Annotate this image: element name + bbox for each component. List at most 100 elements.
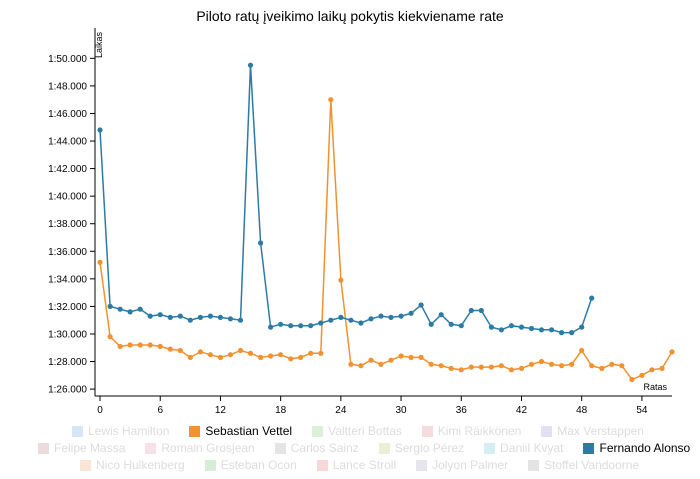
y-tick-label: 1:32.000 — [48, 302, 87, 313]
y-tick-label: 1:42.000 — [48, 164, 87, 175]
data-point-sebastian-vettel — [137, 342, 143, 348]
data-point-fernando-alonso — [589, 295, 595, 301]
data-point-sebastian-vettel — [428, 361, 434, 367]
data-point-sebastian-vettel — [408, 354, 414, 360]
legend-item-carlos-sainz[interactable]: Carlos Sainz — [274, 440, 359, 456]
legend-swatch — [484, 442, 496, 454]
data-point-fernando-alonso — [438, 312, 444, 318]
y-axis-title: Laikas — [94, 31, 104, 58]
data-point-sebastian-vettel — [418, 354, 424, 360]
data-point-sebastian-vettel — [579, 347, 585, 354]
legend-item-fernando-alonso[interactable]: Fernando Alonso — [583, 440, 690, 456]
legend-item-kimi-r-ikk-nen[interactable]: Kimi Räikkönen — [421, 423, 521, 439]
data-point-fernando-alonso — [478, 307, 484, 314]
data-point-fernando-alonso — [187, 317, 193, 323]
data-point-fernando-alonso — [538, 327, 545, 333]
legend-item-romain-grosjean[interactable]: Romain Grosjean — [145, 440, 255, 456]
data-point-sebastian-vettel — [258, 354, 264, 360]
data-point-sebastian-vettel — [127, 342, 133, 348]
x-tick-label: 18 — [275, 405, 287, 416]
data-point-sebastian-vettel — [318, 350, 324, 356]
y-tick-label: 1:26.000 — [48, 385, 87, 396]
legend-swatch — [583, 442, 595, 454]
legend-swatch — [72, 425, 83, 437]
legend-item-valtteri-bottas[interactable]: Valtteri Bottas — [312, 423, 402, 439]
data-point-sebastian-vettel — [388, 357, 394, 363]
legend-item-lance-stroll[interactable]: Lance Stroll — [316, 457, 396, 473]
data-point-sebastian-vettel — [488, 364, 494, 370]
legend-item-esteban-ocon[interactable]: Esteban Ocon — [204, 457, 297, 473]
data-point-sebastian-vettel — [438, 363, 444, 369]
data-point-fernando-alonso — [458, 323, 464, 329]
legend-item-sebastian-vettel[interactable]: Sebastian Vettel — [189, 423, 292, 439]
y-tick-label: 1:36.000 — [48, 247, 87, 258]
legend-item-lewis-hamilton[interactable]: Lewis Hamilton — [72, 423, 169, 439]
x-tick-label: 12 — [215, 405, 227, 416]
legend-item-felipe-massa[interactable]: Felipe Massa — [38, 440, 125, 456]
series-line-sebastian-vettel — [99, 99, 673, 381]
y-tick-label: 1:50.000 — [48, 54, 87, 65]
legend-label: Nico Hulkenberg — [96, 458, 185, 472]
data-point-sebastian-vettel — [278, 352, 284, 358]
y-tick-label: 1:44.000 — [48, 137, 87, 148]
x-tick-label: 48 — [576, 405, 588, 416]
data-point-sebastian-vettel — [167, 346, 173, 352]
data-point-sebastian-vettel — [559, 363, 565, 369]
data-point-sebastian-vettel — [348, 361, 354, 367]
legend-item-sergio-p-rez[interactable]: Sergio Pérez — [378, 440, 464, 456]
data-point-fernando-alonso — [258, 240, 264, 246]
data-point-fernando-alonso — [388, 314, 394, 320]
data-point-sebastian-vettel — [669, 349, 675, 355]
data-point-fernando-alonso — [528, 325, 535, 332]
data-point-fernando-alonso — [147, 313, 153, 319]
data-point-sebastian-vettel — [378, 361, 384, 367]
data-point-fernando-alonso — [167, 314, 173, 320]
legend-label: Daniil Kvyat — [500, 441, 564, 455]
data-point-fernando-alonso — [569, 330, 575, 336]
data-point-sebastian-vettel — [549, 361, 555, 367]
legend-item-nico-hulkenberg[interactable]: Nico Hulkenberg — [80, 457, 185, 473]
data-point-sebastian-vettel — [589, 363, 595, 369]
data-point-sebastian-vettel — [498, 363, 504, 369]
data-point-fernando-alonso — [207, 313, 213, 319]
legend-swatch — [316, 459, 328, 471]
legend-swatch — [274, 442, 286, 454]
x-tick-label: 6 — [157, 405, 163, 416]
x-tick-label: 0 — [97, 405, 103, 416]
data-point-fernando-alonso — [278, 321, 284, 327]
data-point-sebastian-vettel — [478, 364, 484, 370]
x-tick-label: 30 — [395, 405, 407, 416]
x-tick-label: 54 — [636, 405, 648, 416]
data-point-sebastian-vettel — [528, 361, 535, 367]
data-point-fernando-alonso — [308, 323, 314, 329]
data-point-sebastian-vettel — [448, 365, 454, 371]
data-point-fernando-alonso — [418, 302, 424, 308]
data-point-fernando-alonso — [227, 316, 234, 322]
legend-item-stoffel-vandoorne[interactable]: Stoffel Vandoorne — [528, 457, 639, 473]
data-point-fernando-alonso — [298, 323, 304, 329]
data-point-sebastian-vettel — [97, 259, 103, 265]
data-point-sebastian-vettel — [358, 363, 364, 369]
legend-item-max-verstappen[interactable]: Max Verstappen — [541, 423, 644, 439]
data-point-fernando-alonso — [217, 314, 223, 320]
y-tick-label: 1:28.000 — [48, 357, 87, 368]
data-point-sebastian-vettel — [659, 365, 665, 371]
legend-swatch — [38, 442, 49, 454]
data-point-sebastian-vettel — [338, 277, 344, 283]
data-point-sebastian-vettel — [207, 352, 213, 358]
y-tick-label: 1:48.000 — [48, 81, 87, 92]
data-point-fernando-alonso — [358, 320, 364, 326]
data-point-sebastian-vettel — [157, 343, 163, 349]
data-point-fernando-alonso — [97, 127, 103, 133]
series-fernando-alonso — [97, 62, 595, 336]
legend-swatch — [312, 425, 324, 437]
data-point-sebastian-vettel — [619, 363, 625, 369]
data-point-fernando-alonso — [549, 327, 555, 333]
legend-item-jolyon-palmer[interactable]: Jolyon Palmer — [416, 457, 508, 473]
data-point-fernando-alonso — [107, 303, 113, 309]
legend-item-daniil-kvyat[interactable]: Daniil Kvyat — [484, 440, 563, 456]
x-tick-label: 42 — [516, 405, 528, 416]
legend-swatch — [145, 442, 157, 454]
legend-swatch — [416, 459, 428, 471]
